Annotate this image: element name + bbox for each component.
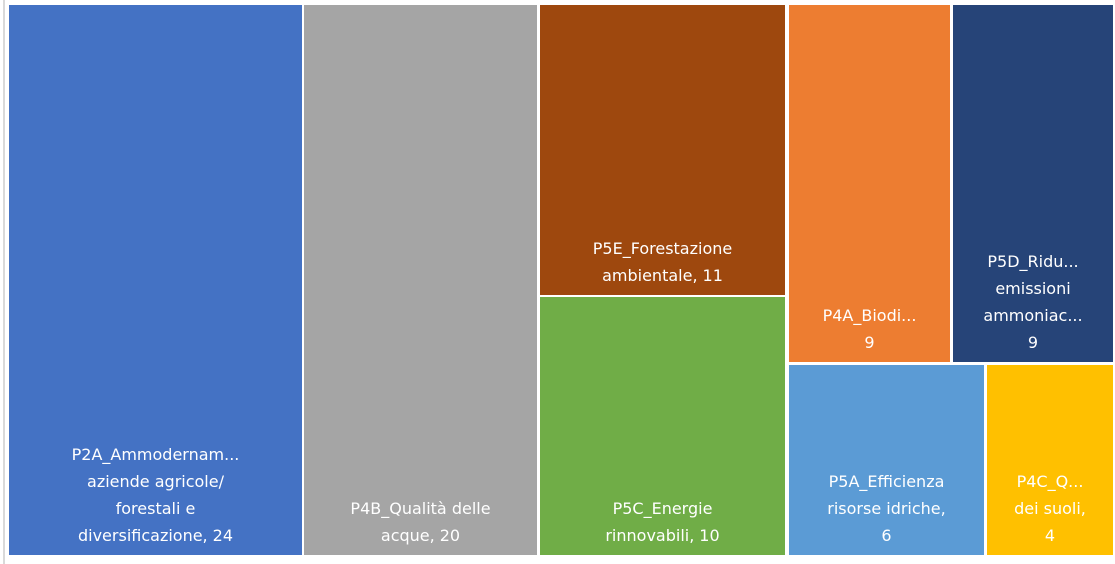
label-line: forestali e <box>116 499 196 518</box>
label-line: P5A_Efficienza <box>829 472 945 492</box>
label-line: acque, <box>381 526 435 545</box>
tile <box>540 5 785 295</box>
label-line: rinnovabili, <box>605 526 694 545</box>
tile-label: P5D_Ridu... emissioni ammoniac... 9 <box>983 252 1082 352</box>
tile-label: P4B_Qualità delle acque, 20 <box>350 499 490 545</box>
tile <box>987 365 1113 555</box>
label-line: ambientale, <box>602 266 697 285</box>
label-line: P5C_Energie <box>613 499 713 519</box>
label-line: P4B_Qualità delle <box>350 499 490 519</box>
tile-label: P4A_Biodi... 9 <box>823 306 917 352</box>
label-line: aziende agricole/ <box>87 472 225 491</box>
value-label: 4 <box>1045 526 1055 545</box>
tile-label: P2A_Ammodernam...aziende agricole/forest… <box>72 445 240 545</box>
value-label: 6 <box>881 526 891 545</box>
value-label: 11 <box>703 266 723 285</box>
label-line: P4C_Q... <box>1017 472 1084 492</box>
value-label: 10 <box>699 526 719 545</box>
label-line: P2A_Ammodernam... <box>72 445 240 465</box>
value-label: 20 <box>440 526 460 545</box>
label-line: ammoniac... <box>983 306 1082 325</box>
tile <box>304 5 537 555</box>
tile <box>789 5 950 362</box>
tile <box>540 297 785 555</box>
value-label: 9 <box>864 333 874 352</box>
label-line: P5D_Ridu... <box>987 252 1078 272</box>
tile-label: P5C_Energie rinnovabili, 10 <box>605 499 719 545</box>
label-line: P5E_Forestazione <box>593 239 732 259</box>
tile <box>9 5 302 555</box>
value-label: 9 <box>1028 333 1038 352</box>
tile-label: P4C_Q...dei suoli, 4 <box>1014 472 1086 545</box>
label-line: diversificazione, <box>78 526 208 545</box>
label-line: emissioni <box>995 279 1070 298</box>
value-label: 24 <box>213 526 233 545</box>
label-line: dei suoli, <box>1014 499 1086 518</box>
tile <box>789 365 984 555</box>
tile <box>953 5 1113 362</box>
tile-label: P5E_Forestazione ambientale, 11 <box>593 239 732 285</box>
label-line: P4A_Biodi... <box>823 306 917 326</box>
label-line: risorse idriche, <box>827 499 945 518</box>
